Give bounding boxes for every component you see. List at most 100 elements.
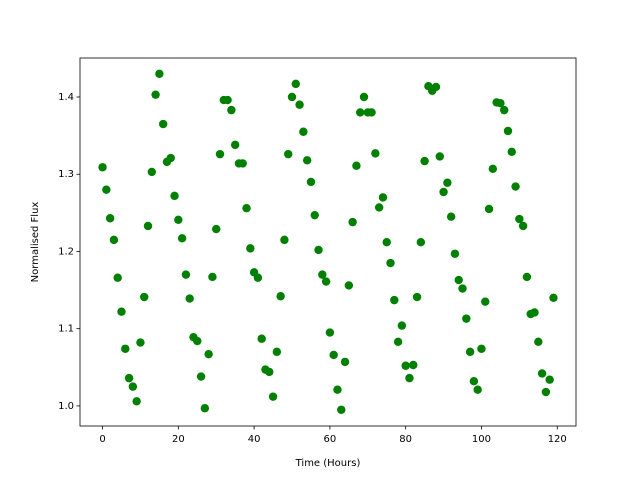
x-tick-label: 60 xyxy=(324,434,337,445)
x-tick-label: 100 xyxy=(472,434,491,445)
point xyxy=(329,350,338,360)
point xyxy=(537,369,547,378)
point xyxy=(272,347,282,357)
point xyxy=(344,281,354,290)
point xyxy=(484,204,494,214)
point xyxy=(477,344,486,353)
plot-frame xyxy=(79,57,577,427)
point xyxy=(367,108,376,117)
point xyxy=(393,337,403,347)
point xyxy=(280,235,289,245)
point xyxy=(155,69,164,79)
point xyxy=(348,217,357,227)
y-tick-label: 1.4 xyxy=(58,92,74,103)
point xyxy=(337,405,346,414)
point xyxy=(238,159,247,168)
point xyxy=(435,152,444,161)
point xyxy=(158,119,168,129)
point xyxy=(124,373,134,383)
point xyxy=(549,293,558,302)
point xyxy=(545,375,554,384)
point xyxy=(291,79,300,89)
point xyxy=(185,294,194,303)
point xyxy=(352,161,361,170)
point xyxy=(193,336,202,346)
point xyxy=(257,334,266,343)
point xyxy=(151,90,160,99)
point xyxy=(132,397,141,406)
point xyxy=(295,100,304,109)
point xyxy=(140,292,149,302)
point xyxy=(488,164,498,174)
point xyxy=(117,307,126,316)
point xyxy=(439,187,448,197)
point xyxy=(371,149,380,158)
point xyxy=(541,387,551,397)
x-axis-label: Time (Hours) xyxy=(295,458,361,469)
point xyxy=(518,221,528,231)
point xyxy=(200,404,210,413)
point xyxy=(170,191,179,201)
point xyxy=(208,272,217,282)
point xyxy=(302,156,312,165)
point xyxy=(503,126,513,136)
point xyxy=(325,328,335,337)
point xyxy=(105,214,115,223)
point xyxy=(284,149,293,159)
point xyxy=(287,92,297,102)
point xyxy=(378,193,388,202)
point xyxy=(511,182,520,191)
point xyxy=(405,373,414,383)
point xyxy=(496,98,505,108)
point xyxy=(401,361,410,370)
point xyxy=(515,214,524,224)
point xyxy=(443,178,452,187)
point xyxy=(333,385,342,394)
y-axis-label: Normalised Flux xyxy=(30,202,41,283)
x-tick-label: 20 xyxy=(172,434,185,445)
point xyxy=(321,277,331,286)
point xyxy=(98,163,107,172)
x-tick-label: 0 xyxy=(99,434,105,445)
point xyxy=(473,385,482,394)
point xyxy=(356,108,365,117)
point xyxy=(174,215,183,224)
point xyxy=(113,273,122,282)
point xyxy=(276,292,285,301)
point xyxy=(416,237,426,247)
point xyxy=(306,177,316,187)
point xyxy=(242,204,251,213)
point xyxy=(227,105,236,115)
point xyxy=(450,249,460,258)
point xyxy=(409,360,418,370)
point xyxy=(196,372,206,381)
point xyxy=(390,295,399,305)
point xyxy=(181,270,191,279)
point xyxy=(177,234,187,243)
point xyxy=(465,347,475,357)
point xyxy=(420,156,429,166)
point xyxy=(128,382,138,391)
point xyxy=(340,357,350,367)
point xyxy=(246,244,255,253)
point xyxy=(215,149,225,159)
point xyxy=(147,167,157,177)
point xyxy=(522,272,532,282)
point xyxy=(253,273,263,282)
y-tick-label: 1.2 xyxy=(58,246,74,257)
point xyxy=(446,212,456,221)
point xyxy=(397,321,407,330)
point xyxy=(314,245,323,255)
point xyxy=(507,147,516,157)
point xyxy=(230,140,240,150)
point xyxy=(386,258,395,268)
y-tick-label: 1.0 xyxy=(58,401,74,412)
point xyxy=(431,82,441,92)
point xyxy=(223,95,232,105)
point xyxy=(166,153,175,163)
point xyxy=(143,221,153,231)
point xyxy=(458,284,467,293)
point xyxy=(265,367,274,377)
point xyxy=(212,224,221,234)
